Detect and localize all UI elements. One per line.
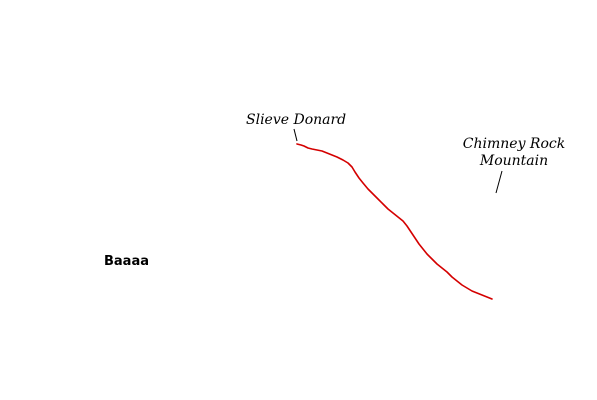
route-line	[296, 143, 493, 300]
label-chimney-rock-line2: Mountain	[479, 153, 548, 169]
label-chimney-rock-line1: Chimney Rock	[463, 136, 565, 152]
pointer-slieve-donard	[293, 128, 298, 142]
label-baaaa: Baaaa	[104, 254, 149, 269]
pointer-chimney-rock	[495, 170, 503, 194]
label-slieve-donard: Slieve Donard	[246, 112, 346, 128]
